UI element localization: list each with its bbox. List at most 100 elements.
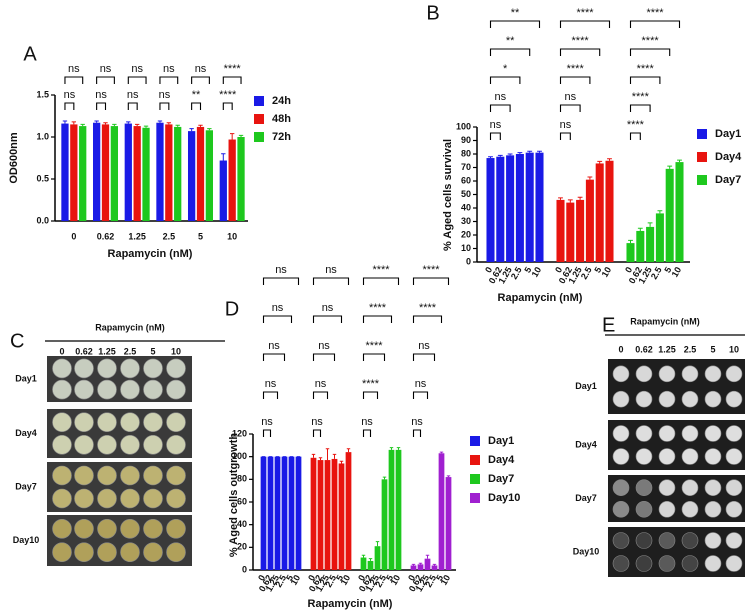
significance-label: ns — [490, 119, 502, 131]
well — [74, 518, 94, 539]
bar — [110, 126, 119, 221]
significance-label: **** — [369, 302, 387, 314]
error-bar — [587, 176, 593, 180]
bar — [585, 179, 594, 262]
bar — [636, 230, 645, 262]
x-tick-label: 0 — [483, 265, 494, 274]
x-tick-label: 5 — [434, 573, 445, 582]
well — [143, 379, 163, 400]
y-tick-label: 20 — [461, 229, 471, 239]
row-label: Day1 — [15, 373, 37, 383]
bar — [228, 139, 236, 221]
legend-label: 24h — [272, 95, 291, 107]
x-tick-label: 5 — [662, 265, 673, 274]
legend-swatch — [697, 129, 707, 139]
well — [52, 379, 72, 400]
significance-label: * — [503, 63, 508, 75]
error-bar — [446, 475, 451, 478]
bar — [395, 449, 402, 570]
error-bar — [126, 121, 131, 124]
well — [658, 425, 676, 442]
bar — [410, 565, 417, 570]
well — [97, 465, 117, 486]
well — [120, 358, 140, 379]
column-label: 10 — [729, 344, 739, 354]
error-bar — [607, 158, 612, 161]
error-bar — [375, 541, 380, 547]
significance-label: ns — [195, 63, 207, 75]
x-tick-label: 10 — [439, 573, 453, 587]
significance-label: **** — [567, 63, 585, 75]
row-label: Day4 — [15, 428, 37, 438]
significance-bracket — [127, 76, 147, 84]
well — [635, 532, 653, 549]
bar — [165, 124, 173, 221]
significance-label: ns — [159, 89, 171, 101]
y-tick-label: 0.5 — [36, 173, 49, 183]
plate-block — [608, 475, 745, 522]
significance-bracket — [559, 76, 591, 84]
x-axis-label: Rapamycin (nM) — [498, 292, 583, 304]
well — [658, 479, 676, 496]
error-bar — [143, 125, 149, 128]
error-bar — [577, 196, 583, 200]
error-bar — [527, 150, 533, 153]
well — [166, 412, 186, 433]
well — [635, 479, 653, 496]
error-bar — [339, 460, 344, 464]
well — [681, 365, 699, 383]
well — [52, 488, 72, 509]
x-tick-label: 10 — [389, 573, 403, 587]
well — [725, 425, 743, 442]
significance-label: ns — [261, 416, 273, 428]
x-tick-label: 2.5 — [509, 265, 524, 281]
error-bar — [221, 153, 226, 161]
well — [612, 532, 630, 549]
y-tick-label: 90 — [461, 135, 471, 145]
error-bar — [567, 199, 573, 203]
well — [120, 412, 140, 433]
y-tick-label: 1.0 — [36, 131, 49, 141]
x-tick-label: 10 — [670, 265, 684, 279]
column-label: 1.25 — [658, 344, 676, 354]
well — [74, 434, 94, 455]
error-bar — [189, 128, 194, 132]
well — [97, 358, 117, 379]
significance-bracket — [362, 315, 393, 323]
y-tick-label: 10 — [461, 243, 471, 253]
well — [143, 434, 163, 455]
y-tick-label: 60 — [461, 175, 471, 185]
error-bar — [558, 197, 563, 200]
legend-swatch — [470, 493, 480, 503]
column-label: 0.62 — [75, 346, 93, 356]
significance-label: ns — [564, 91, 576, 103]
well — [120, 542, 140, 563]
significance-label: **** — [646, 7, 664, 19]
significance-label: **** — [642, 35, 660, 47]
well — [166, 488, 186, 509]
column-label: 2.5 — [684, 344, 697, 354]
x-tick-label: 10 — [339, 573, 353, 587]
well — [97, 412, 117, 433]
significance-bracket — [559, 48, 601, 56]
y-tick-label: 60 — [237, 496, 247, 506]
y-tick-label: 100 — [232, 451, 247, 461]
column-label: 5 — [150, 346, 155, 356]
row-label: Day7 — [15, 481, 37, 491]
significance-bracket — [489, 48, 531, 56]
plate-block — [608, 359, 745, 414]
bar — [496, 156, 505, 262]
significance-bracket — [312, 391, 329, 399]
bar — [345, 452, 352, 570]
bar — [101, 124, 110, 221]
significance-bracket — [262, 315, 293, 323]
error-bar — [382, 476, 387, 480]
bar — [515, 154, 524, 262]
error-bar — [418, 562, 423, 565]
significance-label: **** — [637, 63, 655, 75]
well — [74, 542, 94, 563]
bar — [324, 460, 331, 570]
bar — [156, 122, 164, 221]
error-bar — [517, 152, 523, 154]
bar — [675, 162, 684, 262]
